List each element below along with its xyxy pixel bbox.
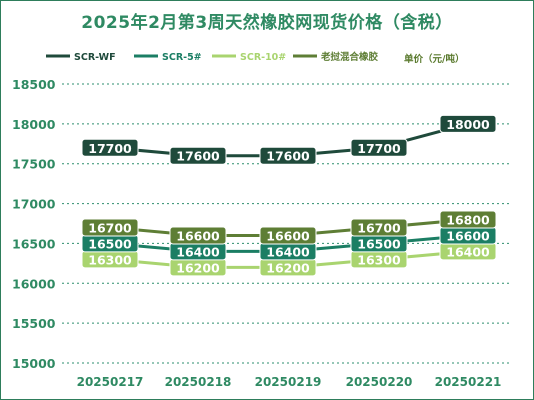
- data-label-box: [81, 138, 139, 157]
- x-tick-label: 20250221: [435, 375, 502, 389]
- y-tick-label: 18500: [12, 77, 56, 92]
- y-axis-ticks: 18500 18000 17500 17000 16500 16000 15500 15000: [12, 77, 56, 371]
- data-label: 17700: [357, 141, 401, 156]
- data-label: 16600: [446, 228, 490, 243]
- data-label-box: [439, 114, 497, 133]
- data-label: 16500: [357, 236, 401, 251]
- x-tick-label: 20250220: [346, 375, 413, 389]
- data-label: 16400: [266, 244, 310, 259]
- y-tick-label: 16500: [12, 236, 56, 251]
- chart-title: 2025年2月第3周天然橡胶网现货价格（含税）: [81, 13, 453, 33]
- data-label: 16600: [176, 228, 220, 243]
- data-label-box: [169, 146, 227, 165]
- data-label: 16500: [88, 236, 132, 251]
- x-tick-label: 20250218: [165, 375, 232, 389]
- data-label-box: [350, 138, 408, 157]
- data-label: 16200: [176, 260, 220, 275]
- data-label-box: [81, 218, 139, 237]
- data-label: 16200: [266, 260, 310, 275]
- y-tick-label: 17500: [12, 157, 56, 172]
- data-label: 16300: [88, 252, 132, 267]
- data-label: 17600: [266, 149, 310, 164]
- data-label: 16300: [357, 252, 401, 267]
- data-label: 16800: [446, 213, 490, 228]
- y-tick-label: 17000: [12, 197, 56, 212]
- x-tick-label: 20250219: [255, 375, 322, 389]
- y-tick-label: 16000: [12, 276, 56, 291]
- data-label: 16400: [176, 244, 220, 259]
- data-label-box: [259, 226, 317, 245]
- data-label-box: [439, 210, 497, 229]
- data-label: 18000: [446, 117, 490, 132]
- data-label: 17600: [176, 149, 220, 164]
- data-labels: 16300 16200 16200 16300 16400 16500 16400 16400…: [81, 114, 497, 277]
- y-tick-label: 18000: [12, 117, 56, 132]
- data-label: 16400: [446, 244, 490, 259]
- x-tick-label: 20250217: [77, 375, 144, 389]
- data-label-box: [259, 146, 317, 165]
- data-label-box: [169, 226, 227, 245]
- legend: SCR-WF SCR-5# SCR-10# 老挝混合橡胶: [46, 51, 379, 63]
- unit-label: 单价（元/吨）: [404, 54, 465, 65]
- y-tick-label: 15500: [12, 316, 56, 331]
- y-tick-label: 15000: [12, 356, 56, 371]
- gridlines: [62, 83, 512, 364]
- legend-label: SCR-10#: [240, 52, 286, 63]
- data-label: 16700: [357, 220, 401, 235]
- data-label-box: [350, 218, 408, 237]
- x-axis-ticks: 20250217 20250218 20250219 20250220 20250221: [77, 375, 502, 389]
- legend-label: SCR-WF: [74, 52, 116, 63]
- data-label: 16600: [266, 228, 310, 243]
- data-label: 17700: [88, 141, 132, 156]
- legend-label: SCR-5#: [162, 52, 202, 63]
- data-label: 16700: [88, 220, 132, 235]
- legend-label: 老挝混合橡胶: [320, 51, 379, 63]
